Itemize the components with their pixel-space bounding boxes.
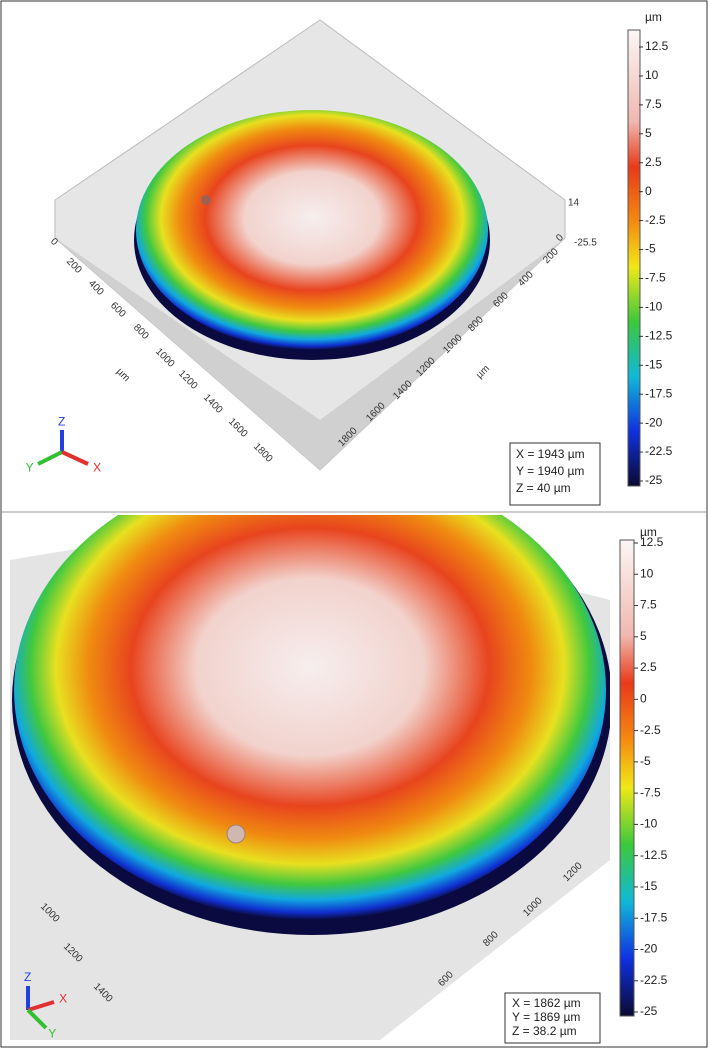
axis-tick-label: 600: [108, 300, 128, 320]
colorbar-tick-label: 12.5: [645, 39, 669, 53]
z-tick-label: -25.5: [574, 238, 597, 249]
colorbar-tick-label: -10: [640, 817, 658, 831]
triad-label: Z: [24, 970, 31, 984]
triad-label: X: [93, 460, 101, 474]
colorbar-tick-label: -20: [640, 942, 658, 956]
colorbar-tick-label: -5: [640, 754, 651, 768]
axis-tick-label: 1200: [176, 368, 200, 392]
info-text: Z = 40 µm: [516, 481, 571, 495]
axis-tick-label: 1600: [226, 416, 250, 440]
colorbar-tick-label: 0: [645, 184, 652, 198]
colorbar-tick-label: -12.5: [640, 848, 668, 862]
info-text: X = 1862 µm: [512, 996, 581, 1010]
axis-tick-label: 400: [86, 278, 106, 298]
triad-label: X: [59, 991, 67, 1005]
axis-label: µm: [474, 363, 492, 381]
colorbar-tick-label: 5: [640, 629, 647, 643]
colorbar: [628, 30, 640, 486]
axis-tick-label: 1800: [251, 441, 275, 465]
colorbar-tick-label: 12.5: [640, 535, 664, 549]
info-text: X = 1943 µm: [516, 447, 585, 461]
colorbar-tick-label: -15: [645, 357, 663, 371]
surface: [14, 460, 606, 920]
colorbar-unit: µm: [645, 10, 662, 24]
colorbar-tick-label: -17.5: [645, 386, 673, 400]
z-tick-label: 14: [568, 198, 580, 209]
colorbar-tick-label: -22.5: [640, 973, 668, 987]
colorbar-tick-label: -22.5: [645, 444, 673, 458]
triad-label: Y: [48, 1026, 56, 1040]
colorbar-tick-label: 5: [645, 126, 652, 140]
colorbar-tick-label: 0: [640, 692, 647, 706]
info-text: Z = 38.2 µm: [512, 1024, 577, 1038]
colorbar-tick-label: 10: [640, 566, 654, 580]
colorbar-tick-label: 7.5: [640, 598, 657, 612]
colorbar-tick-label: 7.5: [645, 97, 662, 111]
surface: [136, 110, 488, 350]
colorbar-tick-label: -17.5: [640, 910, 668, 924]
particle: [227, 825, 245, 843]
colorbar-tick-label: -10: [645, 300, 663, 314]
axis-tick-label: 1000: [153, 346, 177, 370]
colorbar-tick-label: 10: [645, 68, 659, 82]
colorbar: [620, 540, 634, 1016]
colorbar-tick-label: 2.5: [645, 155, 662, 169]
colorbar-tick-label: 2.5: [640, 660, 657, 674]
page: µm 12.5 10 7.5 5 2.5 0 -2.5 -5 -7.5 -10 -12.5 -15 -17…: [0, 0, 708, 1053]
colorbar-tick-label: -25: [645, 473, 663, 487]
colorbar-tick-label: -5: [645, 242, 656, 256]
axis-tick-label: 0: [48, 236, 60, 248]
figure: µm 12.5 10 7.5 5 2.5 0 -2.5 -5 -7.5 -10 -12.5 -15 -17…: [0, 0, 708, 1048]
triad-label: Z: [58, 414, 65, 428]
info-text: Y = 1940 µm: [516, 464, 584, 478]
triad-axis: [38, 452, 62, 464]
axis-tick-label: 1400: [201, 392, 225, 416]
info-text: Y = 1869 µm: [512, 1010, 580, 1024]
colorbar-tick-label: -7.5: [640, 785, 661, 799]
colorbar-tick-label: -15: [640, 879, 658, 893]
particle: [201, 195, 211, 205]
triad-label: Y: [26, 460, 34, 474]
axis-label: µm: [114, 366, 132, 384]
colorbar-tick-label: -2.5: [640, 723, 661, 737]
colorbar-tick-label: -20: [645, 415, 663, 429]
axis-tick-label: 800: [131, 322, 151, 342]
triad-axis: [62, 452, 88, 464]
colorbar-tick-label: -12.5: [645, 329, 673, 343]
colorbar-tick-label: -2.5: [645, 213, 666, 227]
colorbar-tick-label: -7.5: [645, 271, 666, 285]
colorbar-tick-label: -25: [640, 1004, 658, 1018]
